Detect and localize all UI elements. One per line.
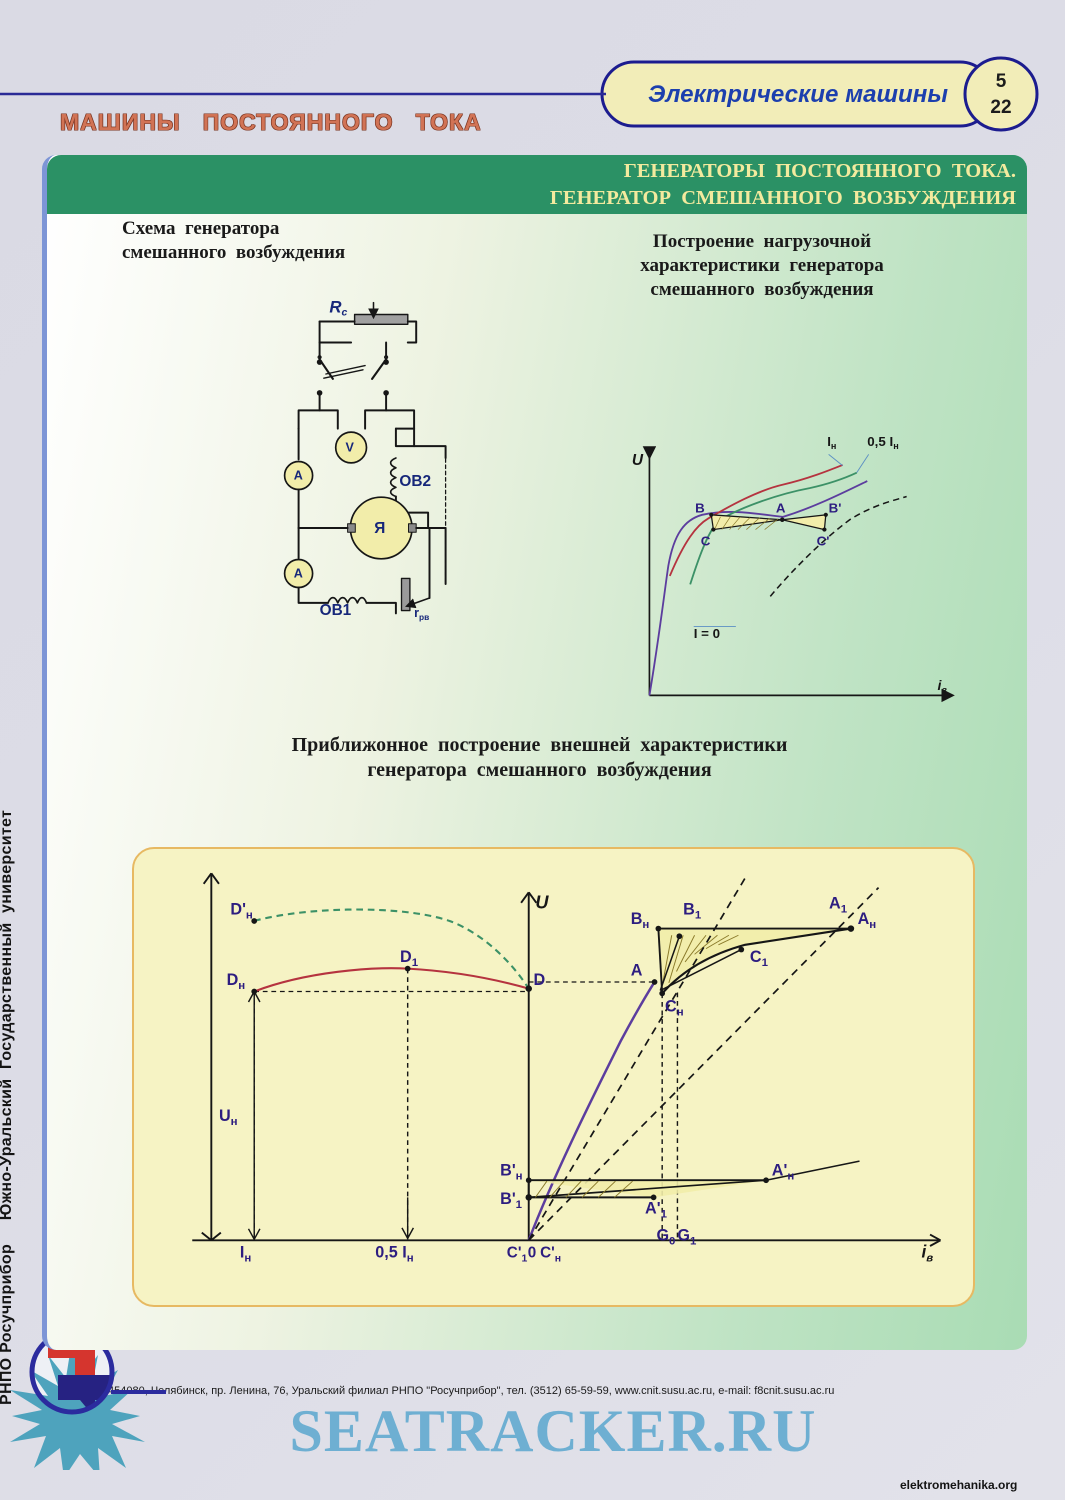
- svg-text:22: 22: [990, 97, 1011, 118]
- svg-text:Bн: Bн: [631, 910, 650, 931]
- svg-text:A: A: [294, 567, 303, 581]
- svg-text:A1: A1: [829, 895, 848, 916]
- svg-text:C'н: C'н: [540, 1244, 561, 1264]
- svg-text:V: V: [346, 441, 355, 455]
- svg-text:Я: Я: [374, 520, 385, 537]
- svg-text:B': B': [829, 501, 842, 516]
- svg-text:OB2: OB2: [399, 473, 431, 490]
- svg-text:0,5 Iн: 0,5 Iн: [867, 434, 898, 451]
- svg-text:B: B: [695, 501, 705, 516]
- svg-text:A: A: [631, 961, 643, 979]
- svg-text:D'н: D'н: [230, 900, 253, 921]
- svg-text:Dн: Dн: [227, 971, 246, 992]
- svg-text:C1: C1: [750, 948, 769, 969]
- svg-text:A'н: A'н: [772, 1161, 795, 1182]
- svg-text:A'1: A'1: [645, 1200, 668, 1221]
- svg-text:Aн: Aн: [858, 910, 877, 931]
- svg-text:B'н: B'н: [500, 1161, 523, 1182]
- svg-text:D: D: [533, 971, 545, 989]
- svg-text:rрв: rрв: [414, 606, 429, 622]
- svg-text:Cн: Cн: [665, 998, 684, 1019]
- svg-text:U: U: [632, 452, 644, 469]
- svg-text:I = 0: I = 0: [694, 626, 720, 641]
- svg-text:5: 5: [996, 71, 1007, 92]
- svg-text:C': C': [817, 534, 830, 549]
- svg-text:Iн: Iн: [827, 434, 836, 451]
- svg-text:Rc: Rc: [329, 297, 347, 318]
- svg-text:U: U: [535, 893, 549, 913]
- svg-text:A: A: [776, 501, 786, 516]
- svg-text:Электрические машины: Электрические машины: [648, 81, 949, 108]
- svg-text:iв: iв: [938, 677, 948, 695]
- svg-text:C'1: C'1: [507, 1244, 528, 1264]
- svg-text:0: 0: [528, 1244, 536, 1261]
- svg-text:OB1: OB1: [320, 602, 352, 619]
- svg-text:B1: B1: [683, 900, 702, 921]
- svg-text:C: C: [701, 534, 711, 549]
- svg-text:A: A: [294, 469, 303, 483]
- svg-text:Iн: Iн: [240, 1243, 252, 1264]
- svg-text:D1: D1: [400, 948, 419, 969]
- svg-text:G1: G1: [677, 1226, 697, 1247]
- svg-text:G0: G0: [656, 1226, 675, 1247]
- svg-text:0,5 Iн: 0,5 Iн: [375, 1243, 414, 1264]
- svg-text:Uн: Uн: [219, 1107, 238, 1128]
- svg-text:B'1: B'1: [500, 1190, 523, 1211]
